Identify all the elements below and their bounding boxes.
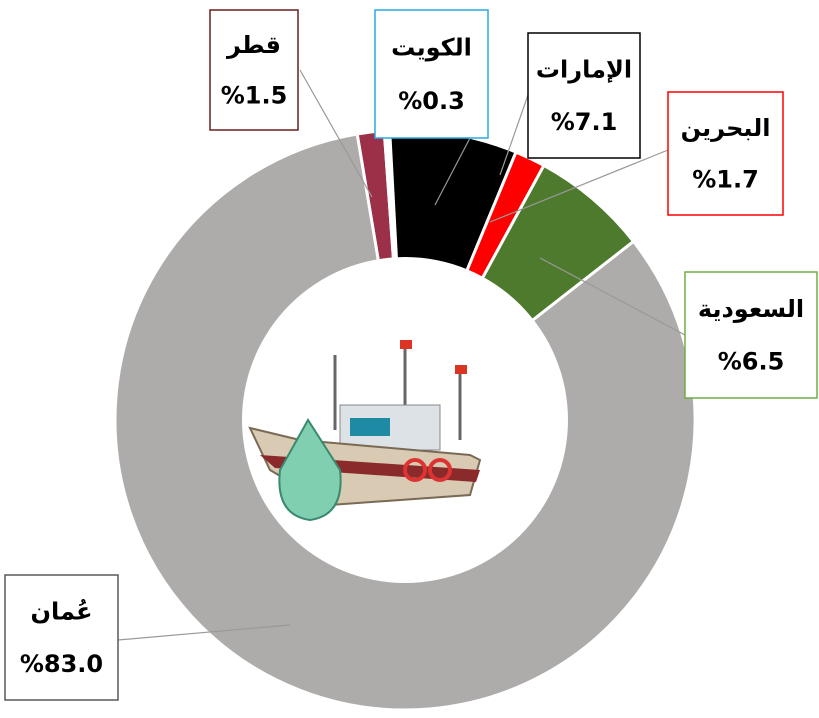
leader-line <box>539 257 686 336</box>
label-box <box>4 574 119 701</box>
value-label: %1.5 <box>221 81 288 109</box>
value-label: %1.7 <box>692 166 759 194</box>
label-box <box>374 9 489 139</box>
boat-illustration <box>248 340 482 522</box>
leader-line <box>434 137 471 206</box>
value-label: %83.0 <box>20 650 103 678</box>
category-label: السعودية <box>698 295 804 323</box>
value-label: %7.1 <box>551 108 618 136</box>
value-label: %0.3 <box>398 87 465 115</box>
labels: قطر %1.5 الكويت %0.3 الإمارات %7.1 البحرين %1.7… <box>4 9 818 701</box>
label-box <box>684 271 818 399</box>
category-label: الكويت <box>391 33 472 61</box>
category-label: قطر <box>226 31 281 59</box>
value-label: %6.5 <box>718 348 785 376</box>
category-label: البحرين <box>681 114 771 142</box>
leader-line <box>117 624 291 641</box>
leader-line <box>499 94 529 176</box>
label-box <box>667 91 784 216</box>
category-label: عُمان <box>31 598 93 626</box>
leader-line <box>489 149 669 223</box>
label-box <box>209 9 299 131</box>
category-label: الإمارات <box>536 56 632 84</box>
label-box <box>527 32 641 159</box>
leader-line <box>299 69 373 198</box>
